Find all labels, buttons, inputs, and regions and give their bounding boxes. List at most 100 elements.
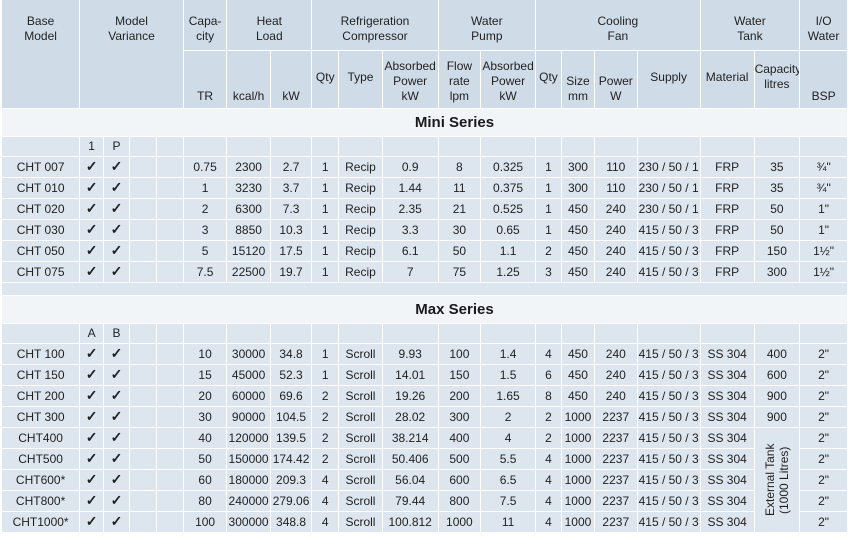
table-cell: 174.42 xyxy=(270,448,313,470)
mini-series-rows: CHT 007 ✓ ✓ 0.75 2300 2.7 1 Recip 0.9 8 0.325 1 300 1… xyxy=(2,156,848,283)
table-cell: Recip xyxy=(338,198,383,220)
table-cell: 2237 xyxy=(594,406,638,428)
table-cell: 415 / 50 / 3 xyxy=(637,343,701,365)
table-cell: 22500 xyxy=(226,261,271,283)
table-cell: 4 xyxy=(311,469,340,491)
table-cell: 110 xyxy=(594,156,638,178)
table-cell: 2 xyxy=(311,385,340,407)
table-cell: 8850 xyxy=(226,219,271,241)
table-cell: 2" xyxy=(799,469,848,491)
header-model-variance: Model Variance xyxy=(79,0,184,109)
model-cell: CHT 150 xyxy=(2,364,81,386)
table-cell: 415 / 50 / 3 xyxy=(637,427,701,449)
table-cell: 2" xyxy=(799,490,848,512)
table-cell: 150 xyxy=(438,364,482,386)
table-cell: 7.5 xyxy=(480,490,537,512)
table-cell: SS 304 xyxy=(700,364,755,386)
table-cell: 100 xyxy=(438,343,482,365)
table-cell: 2.7 xyxy=(270,156,313,178)
table-cell: Scroll xyxy=(338,364,383,386)
check-icon: ✓ xyxy=(103,385,130,407)
subheader-supply: Supply xyxy=(637,50,701,109)
table-cell: 5.5 xyxy=(480,448,537,470)
table-cell: Scroll xyxy=(338,343,383,365)
table-cell: FRP xyxy=(700,177,755,199)
table-cell: 4 xyxy=(535,343,562,365)
table-cell: 4 xyxy=(480,427,537,449)
table-cell: 240 xyxy=(594,343,638,365)
subheader-type: Type xyxy=(338,50,383,109)
table-cell: 4 xyxy=(535,511,562,533)
table-cell: 415 / 50 / 3 xyxy=(637,261,701,283)
table-cell: 150 xyxy=(754,240,801,262)
model-cell: CHT400 xyxy=(2,427,81,449)
table-cell: 8 xyxy=(438,156,482,178)
table-cell: 2 xyxy=(311,448,340,470)
table-cell: 21 xyxy=(438,198,482,220)
table-cell: 2.35 xyxy=(382,198,439,220)
subheader-fan-qty: Qty xyxy=(535,50,562,109)
table-cell: 1" xyxy=(799,219,848,241)
table-cell: 2 xyxy=(480,406,537,428)
table-cell: 17.5 xyxy=(270,240,313,262)
table-cell: 450 xyxy=(561,343,596,365)
spec-table: Base Model Model Variance Capa-city Heat Lo… xyxy=(2,0,848,533)
table-cell: 10 xyxy=(183,343,228,365)
table-cell: 4 xyxy=(311,511,340,533)
table-cell: 450 xyxy=(561,219,596,241)
model-cell: CHT 075 xyxy=(2,261,81,283)
table-cell: Recip xyxy=(338,240,383,262)
subheader-pump-power: Absorbed Power kW xyxy=(480,50,537,109)
table-cell: 600 xyxy=(754,364,801,386)
table-cell: 209.3 xyxy=(270,469,313,491)
table-cell: 100 xyxy=(183,511,228,533)
table-cell: 15120 xyxy=(226,240,271,262)
table-cell: 7.3 xyxy=(270,198,313,220)
table-cell: 230 / 50 / 1 xyxy=(637,198,701,220)
table-cell: 6.1 xyxy=(382,240,439,262)
table-cell: 56.04 xyxy=(382,469,439,491)
model-cell: CHT600* xyxy=(2,469,81,491)
table-cell: 450 xyxy=(561,261,596,283)
table-cell: 120000 xyxy=(226,427,271,449)
table-cell: 2237 xyxy=(594,448,638,470)
subheader-kw: kW xyxy=(270,50,313,109)
check-icon: ✓ xyxy=(79,490,105,512)
table-cell: 1.5 xyxy=(480,364,537,386)
table-cell: 2" xyxy=(799,385,848,407)
mini-row: CHT 010 ✓ ✓ 1 3230 3.7 1 Recip 1.44 11 0.375 1 300 11… xyxy=(2,177,848,199)
table-cell: 1000 xyxy=(561,469,596,491)
table-cell: FRP xyxy=(700,261,755,283)
mini-series-title: Mini Series xyxy=(2,108,848,137)
table-cell: 80 xyxy=(183,490,228,512)
table-cell: 7.5 xyxy=(183,261,228,283)
table-cell: 1.44 xyxy=(382,177,439,199)
model-cell: CHT800* xyxy=(2,490,81,512)
table-cell: ¾" xyxy=(799,177,848,199)
max-row: CHT800* ✓ ✓ 80 240000 279.06 4 Scroll 79.44 800 7.… xyxy=(2,490,848,512)
table-cell: 45000 xyxy=(226,364,271,386)
table-cell: 240 xyxy=(594,364,638,386)
table-cell: FRP xyxy=(700,240,755,262)
check-icon: ✓ xyxy=(79,219,105,241)
table-cell: 300 xyxy=(561,177,596,199)
table-cell: 20 xyxy=(183,385,228,407)
header-cooling-fan: Cooling Fan xyxy=(535,0,701,51)
check-icon: ✓ xyxy=(103,343,130,365)
table-cell: 1 xyxy=(311,177,340,199)
table-cell: 0.525 xyxy=(480,198,537,220)
table-cell: 415 / 50 / 3 xyxy=(637,448,701,470)
table-cell: 2237 xyxy=(594,427,638,449)
header-water-pump: Water Pump xyxy=(438,0,537,51)
max-series-rows: CHT 100 ✓ ✓ 10 30000 34.8 1 Scroll 9.93 100 1.4 4 45… xyxy=(2,343,848,533)
table-cell: 1 xyxy=(535,156,562,178)
table-cell: SS 304 xyxy=(700,406,755,428)
table-cell: FRP xyxy=(700,156,755,178)
table-cell: 300 xyxy=(561,156,596,178)
table-cell: 10.3 xyxy=(270,219,313,241)
max-row: CHT 150 ✓ ✓ 15 45000 52.3 1 Scroll 14.01 150 1.5 6 4… xyxy=(2,364,848,386)
table-cell: 415 / 50 / 3 xyxy=(637,364,701,386)
subheader-material: Material xyxy=(700,50,755,109)
table-cell: 900 xyxy=(754,406,801,428)
check-icon: ✓ xyxy=(79,198,105,220)
